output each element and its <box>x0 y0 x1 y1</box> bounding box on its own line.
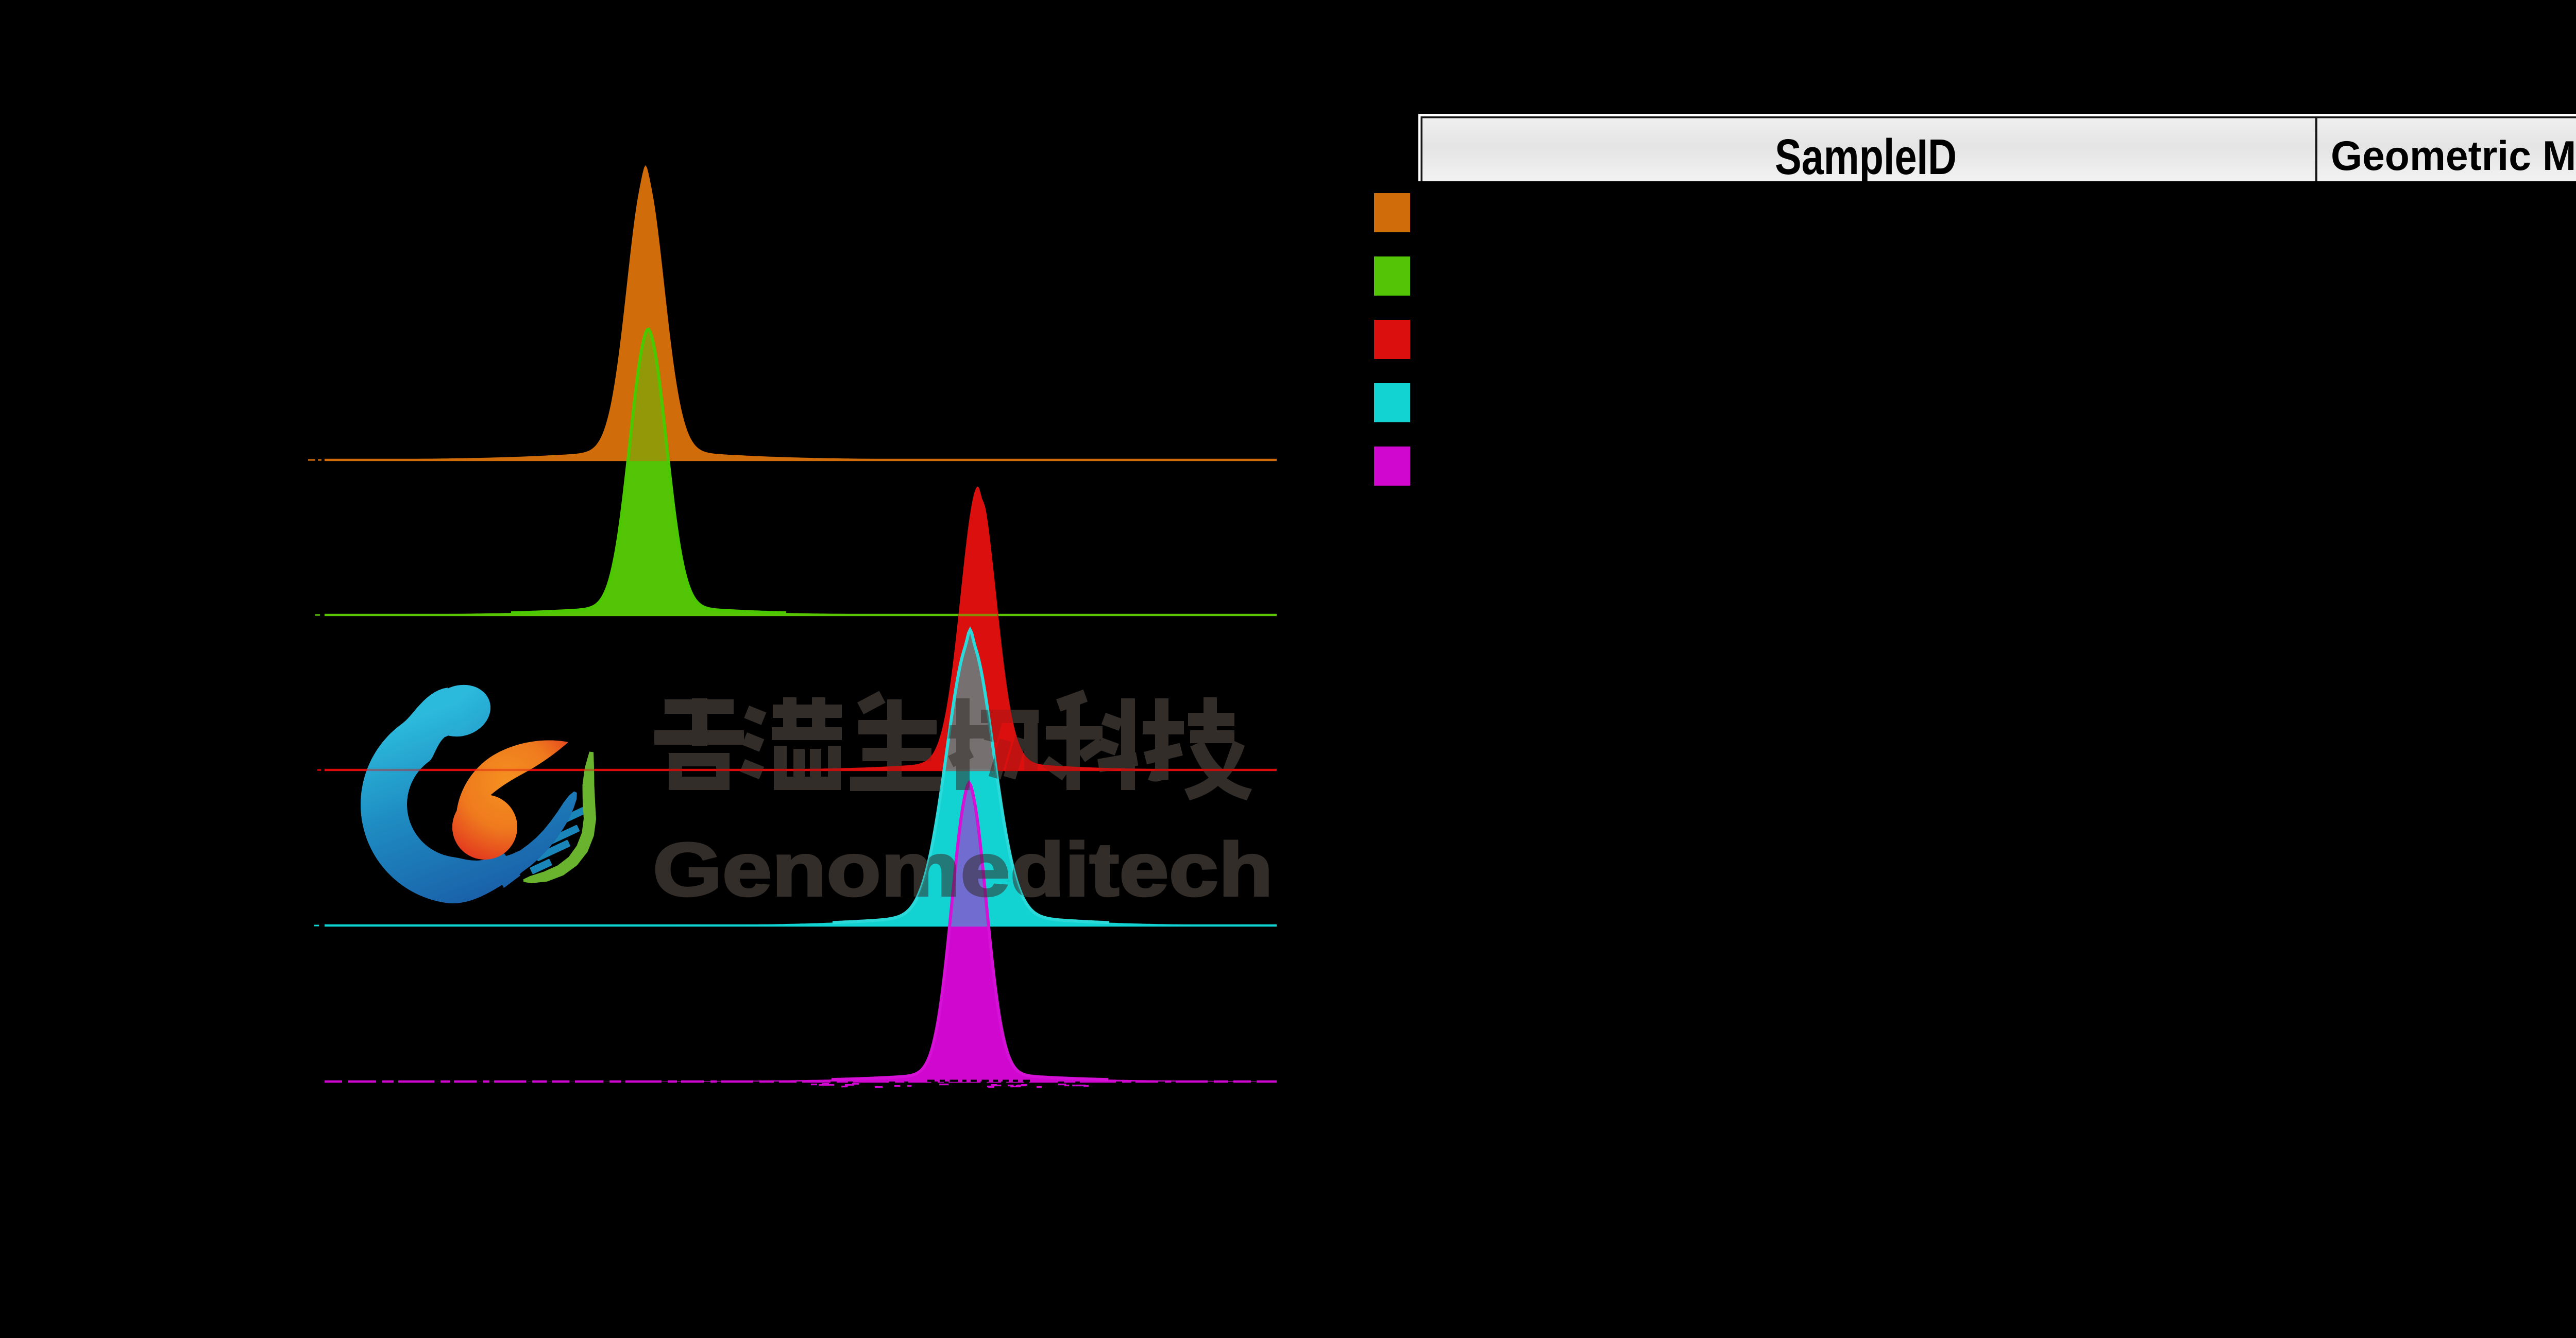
svg-text:Genomeditech: Genomeditech <box>653 828 1273 912</box>
svg-text:SampleID: SampleID <box>1775 129 1957 185</box>
svg-text:Geometric Mean : FL11-H: Geometric Mean : FL11-H <box>2331 133 2576 179</box>
